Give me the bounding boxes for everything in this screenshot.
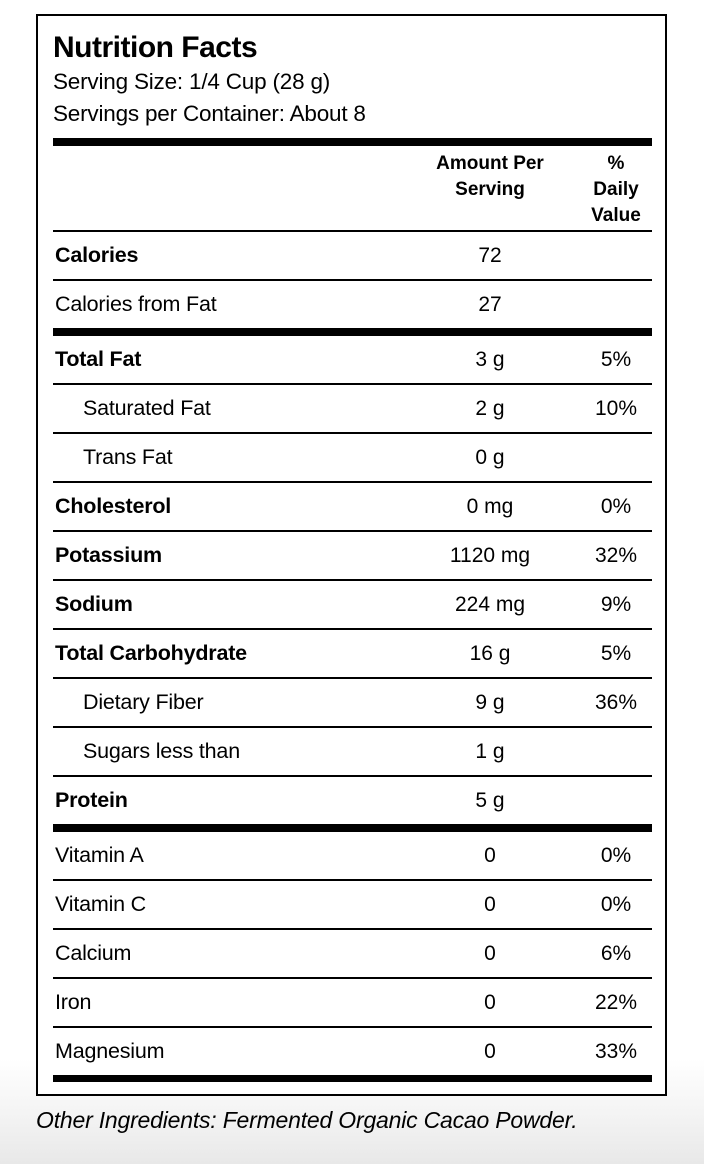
nutrient-amount: 16 g	[469, 641, 511, 665]
nutrient-name: Calories	[55, 243, 139, 267]
divider	[53, 977, 652, 979]
nutrient-name: Iron	[55, 990, 92, 1014]
section-divider	[53, 138, 652, 146]
divider	[53, 879, 652, 881]
nutrient-name: Sugars less than	[83, 739, 240, 763]
nutrient-amount: 1120 mg	[449, 543, 531, 567]
nutrient-amount: 0	[484, 843, 496, 867]
nutrient-amount: 5 g	[475, 788, 505, 812]
table-row: Protein 5 g	[53, 777, 652, 824]
nutrient-name: Saturated Fat	[83, 396, 211, 420]
percent-daily-value-header: % Daily Value	[591, 153, 641, 226]
nutrient-amount: 2 g	[475, 396, 505, 420]
nutrient-name: Sodium	[55, 592, 133, 616]
nutrient-amount: 0 g	[475, 445, 505, 469]
label-title: Nutrition Facts	[53, 31, 258, 64]
divider	[53, 432, 652, 434]
nutrient-amount: 0	[484, 892, 496, 916]
nutrient-name: Protein	[55, 788, 128, 812]
nutrient-daily-value: 0%	[600, 892, 632, 916]
nutrient-daily-value: 6%	[600, 941, 632, 965]
section-divider	[53, 328, 652, 336]
nutrient-name: Vitamin C	[55, 892, 147, 916]
nutrition-facts-label: Nutrition Facts Serving Size: 1/4 Cup (2…	[36, 14, 667, 1096]
table-row: Total Fat 3 g 5%	[53, 336, 652, 383]
section-divider	[53, 824, 652, 832]
nutrient-amount: 0 mg	[466, 494, 514, 518]
table-row: Vitamin A 0 0%	[53, 832, 652, 879]
nutrient-name: Dietary Fiber	[83, 690, 204, 714]
divider	[53, 775, 652, 777]
divider	[53, 928, 652, 930]
divider	[53, 677, 652, 679]
table-row: Saturated Fat 2 g 10%	[53, 385, 652, 432]
divider	[53, 628, 652, 630]
servings-per-container-text: Servings per Container: About 8	[53, 101, 366, 126]
table-row: Sugars less than 1 g	[53, 728, 652, 775]
nutrient-name: Cholesterol	[55, 494, 172, 518]
amount-per-serving-header: Amount Per Serving	[436, 153, 544, 200]
nutrient-daily-value: 33%	[594, 1039, 638, 1063]
nutrient-amount: 224 mg	[454, 592, 526, 616]
nutrient-name: Vitamin A	[55, 843, 144, 867]
section-divider	[53, 1075, 652, 1082]
table-row: Iron 0 22%	[53, 979, 652, 1026]
table-row: Magnesium 0 33%	[53, 1028, 652, 1075]
nutrient-daily-value: 32%	[594, 543, 638, 567]
nutrient-amount: 72	[478, 243, 502, 267]
table-row: Dietary Fiber 9 g 36%	[53, 679, 652, 726]
column-headers: Amount Per Serving % Daily Value	[53, 146, 652, 230]
nutrient-name: Trans Fat	[83, 445, 173, 469]
serving-size-text: Serving Size: 1/4 Cup (28 g)	[53, 69, 331, 94]
nutrient-amount: 0	[484, 941, 496, 965]
divider	[53, 481, 652, 483]
nutrient-daily-value: 36%	[594, 690, 638, 714]
nutrient-daily-value: 5%	[600, 347, 632, 371]
divider	[53, 1026, 652, 1028]
nutrient-name: Magnesium	[55, 1039, 165, 1063]
table-row: Total Carbohydrate 16 g 5%	[53, 630, 652, 677]
table-row: Potassium 1120 mg 32%	[53, 532, 652, 579]
nutrient-name: Calcium	[55, 941, 132, 965]
nutrient-amount: 1 g	[475, 739, 505, 763]
nutrient-name: Potassium	[55, 543, 162, 567]
table-row: Calories 72	[53, 232, 652, 279]
table-row: Calcium 0 6%	[53, 930, 652, 977]
nutrient-amount: 9 g	[475, 690, 505, 714]
nutrient-amount: 3 g	[475, 347, 505, 371]
divider	[53, 579, 652, 581]
nutrient-name: Total Carbohydrate	[55, 641, 247, 665]
nutrient-daily-value: 22%	[594, 990, 638, 1014]
divider	[53, 230, 652, 232]
table-row: Trans Fat 0 g	[53, 434, 652, 481]
nutrient-amount: 27	[478, 292, 502, 316]
nutrient-daily-value: 5%	[600, 641, 632, 665]
divider	[53, 726, 652, 728]
table-row: Cholesterol 0 mg 0%	[53, 483, 652, 530]
nutrient-amount: 0	[484, 990, 496, 1014]
divider	[53, 279, 652, 281]
nutrient-daily-value: 10%	[594, 396, 638, 420]
nutrient-daily-value: 0%	[600, 494, 632, 518]
nutrient-daily-value: 0%	[600, 843, 632, 867]
nutrient-daily-value: 9%	[600, 592, 632, 616]
table-row: Sodium 224 mg 9%	[53, 581, 652, 628]
divider	[53, 530, 652, 532]
nutrient-name: Total Fat	[55, 347, 142, 371]
nutrient-amount: 0	[484, 1039, 496, 1063]
divider	[53, 383, 652, 385]
nutrient-name: Calories from Fat	[55, 292, 217, 316]
table-row: Calories from Fat 27	[53, 281, 652, 328]
other-ingredients-note: Other Ingredients: Fermented Organic Cac…	[36, 1107, 578, 1133]
table-row: Vitamin C 0 0%	[53, 881, 652, 928]
